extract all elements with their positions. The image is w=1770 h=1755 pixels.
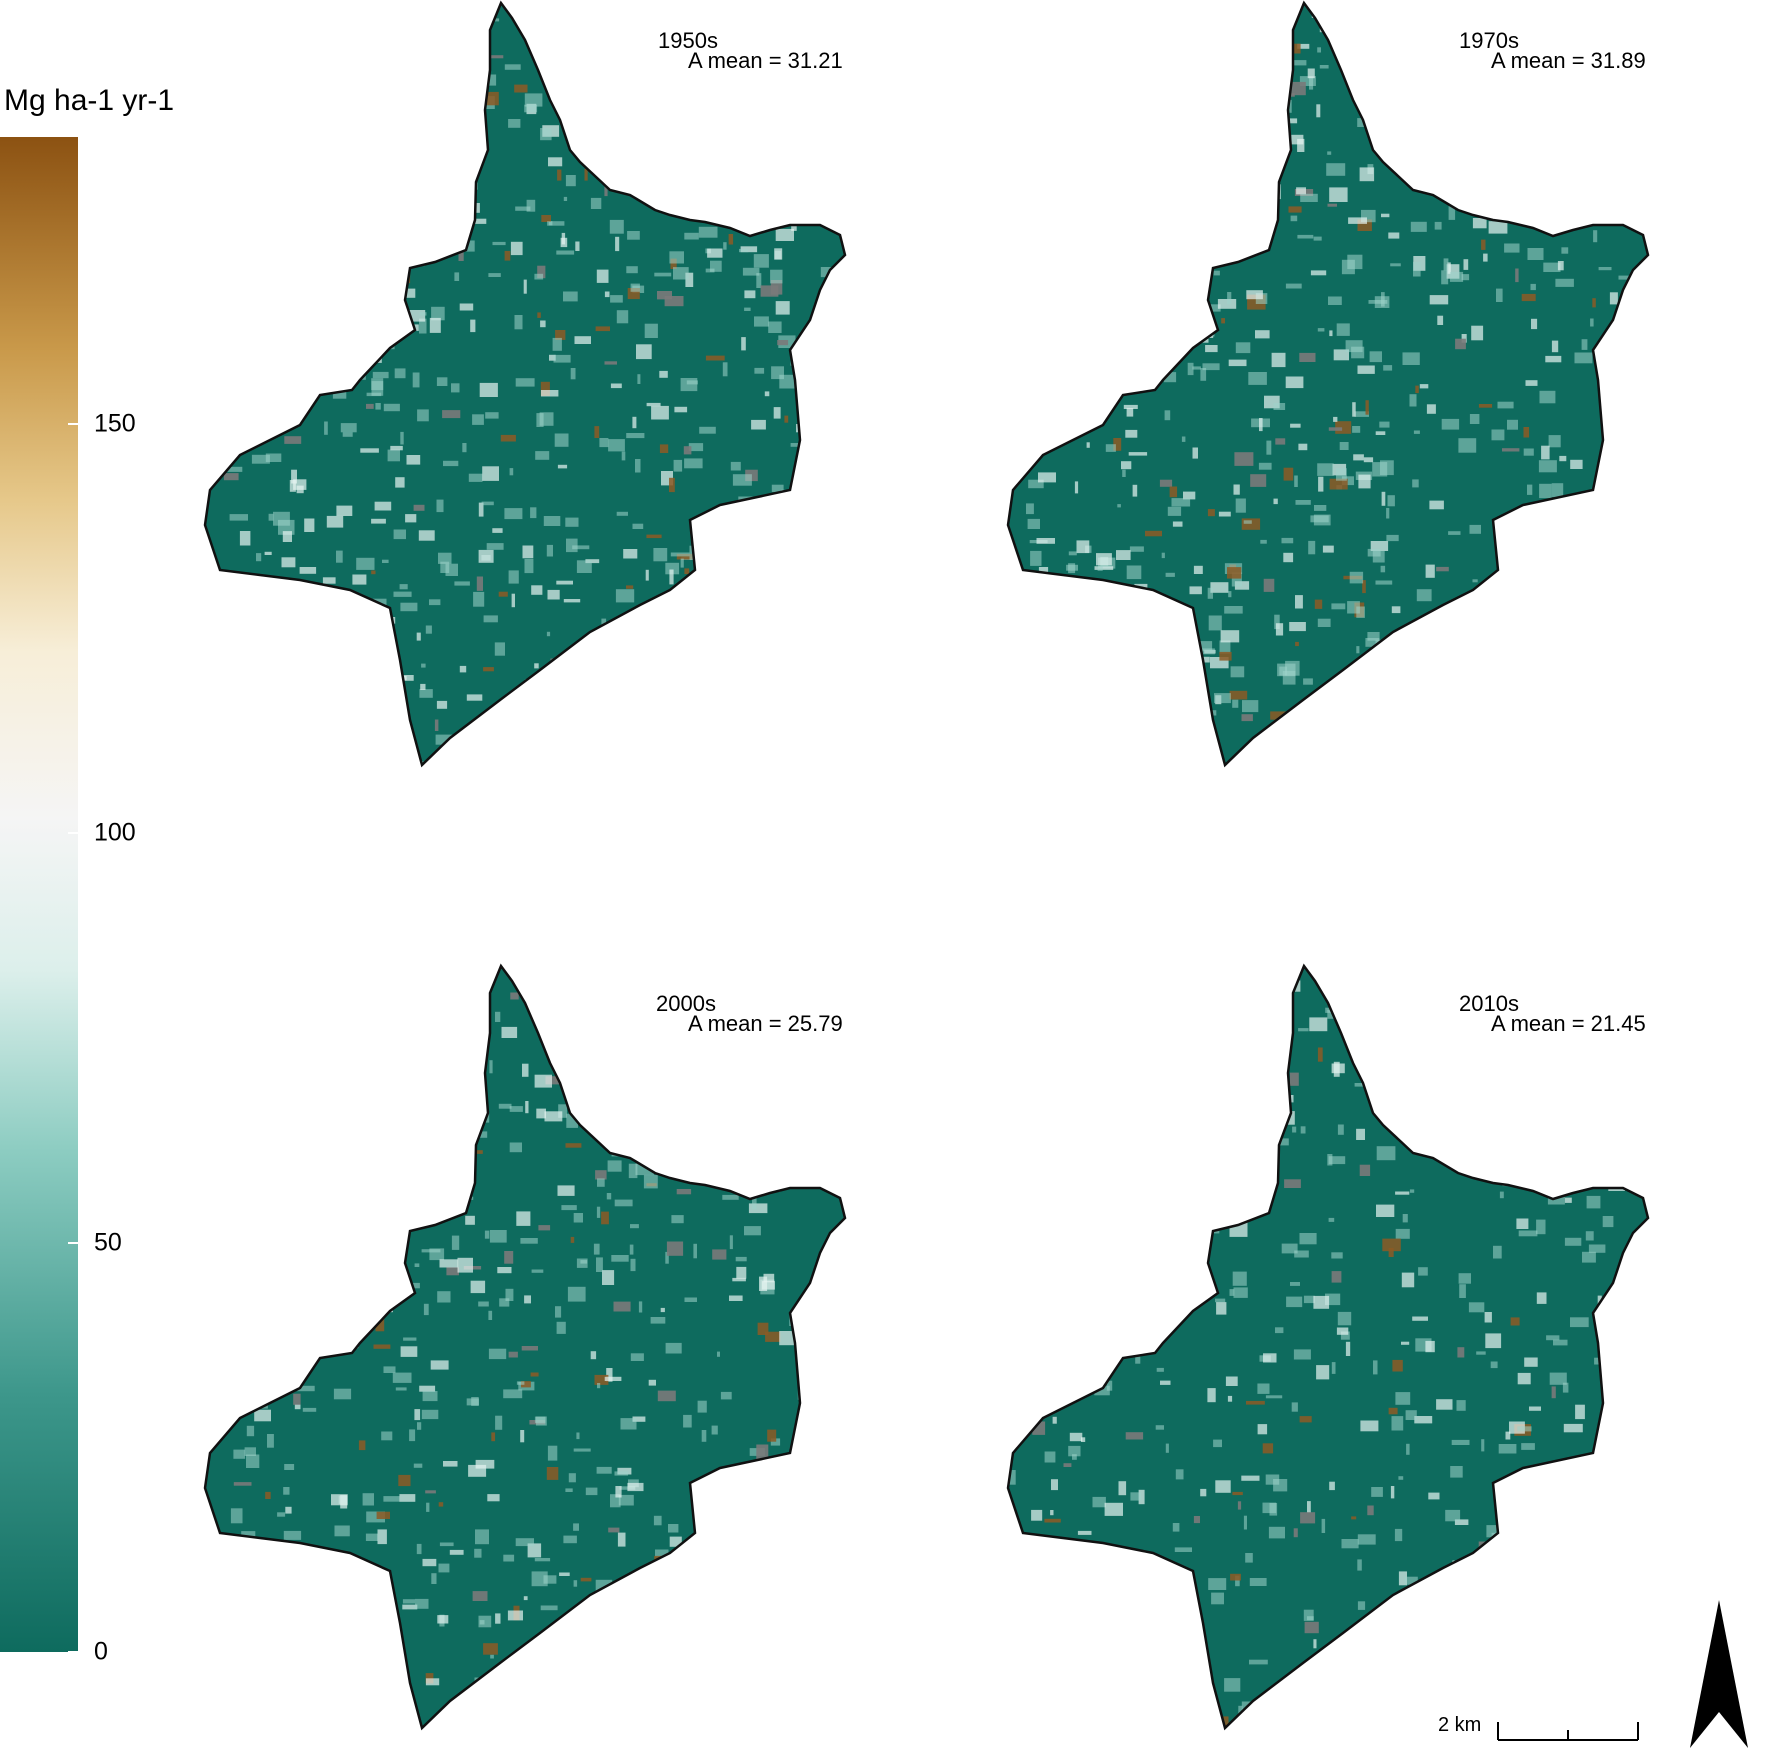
panel-title: 1950s [658,28,718,53]
map-panel-2010s: 2010s A mean = 21.45 [1003,963,1723,1743]
legend-title: Mg ha-1 yr-1 [4,84,175,117]
north-arrow-icon: N [1688,1598,1750,1748]
panel-mean-value: A mean = 25.79 [688,1011,843,1036]
scale-bar-graphic [1497,1722,1639,1741]
map-panel-1950s: 1950s A mean = 31.21 [200,0,920,780]
map-panel-1970s: 1970s A mean = 31.89 [1003,0,1723,780]
legend-tick-label: 100 [94,818,136,847]
study-area-outline [1006,0,1650,768]
panel-mean-value: A mean = 31.89 [1491,48,1646,73]
study-area-fill [1008,966,1648,1728]
panel-title: 1970s [1459,28,1519,53]
map-2000s [203,963,847,1731]
study-area-fill [1008,3,1648,765]
study-area-outline [1006,963,1650,1731]
map-1950s [203,0,847,768]
panel-title: 2000s [656,991,716,1016]
map-2010s [1006,963,1650,1731]
legend-tick-mark [68,1651,78,1653]
panel-title: 2010s [1459,991,1519,1016]
panel-mean-value: A mean = 21.45 [1491,1011,1646,1036]
study-area-outline [203,963,847,1731]
legend-tick-label: 50 [94,1228,122,1257]
color-scale-bar [0,137,78,1652]
map-panel-2000s: 2000s A mean = 25.79 [200,963,920,1743]
scale-bar: 2 km [1438,1710,1718,1744]
map-1970s [1006,0,1650,768]
legend-tick-mark [68,422,78,425]
scale-bar-label: 2 km [1438,1714,1482,1736]
panel-mean-value: A mean = 31.21 [688,48,843,73]
legend-tick-label: 150 [94,409,136,438]
study-area-outline [203,0,847,768]
legend-tick-label: 0 [94,1637,108,1666]
legend-tick-mark [68,832,78,835]
north-label: N [1715,1730,1723,1742]
legend-tick-mark [68,1241,78,1244]
